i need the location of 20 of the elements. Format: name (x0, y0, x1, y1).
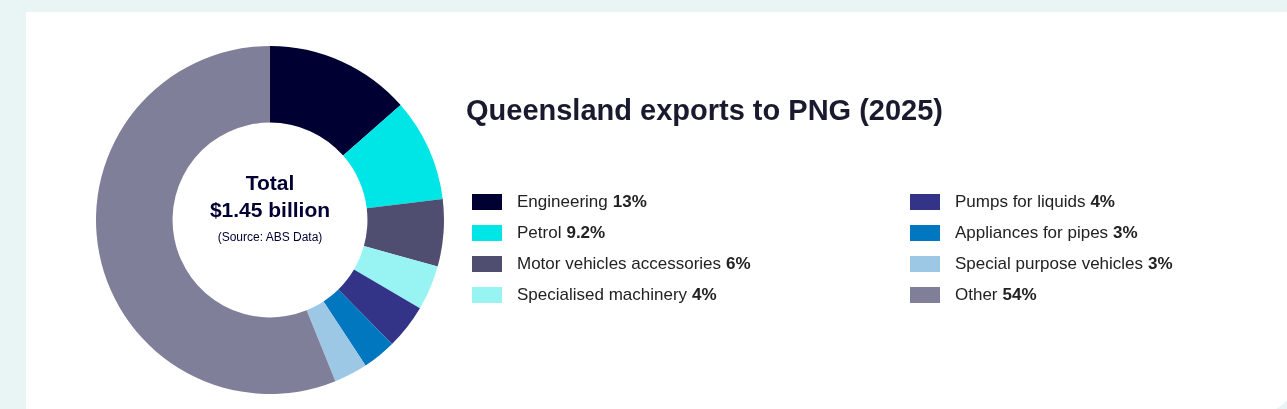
legend-label: Motor vehicles accessories (517, 253, 722, 274)
text: Queensland exports to PNG (2025) (466, 94, 944, 127)
data-label: 4% (1090, 191, 1115, 212)
legend-label: Specialised machinery (517, 284, 688, 305)
data-label: 3% (1148, 253, 1173, 274)
legend-label: Pumps for liquids (955, 191, 1086, 212)
text: Total (244, 170, 296, 196)
text: (Source: ABS Data) (216, 230, 324, 244)
legend-label: Special purpose vehicles (955, 253, 1144, 274)
legend-label: Appliances for pipes (955, 222, 1109, 243)
legend-label: Engineering (517, 191, 608, 212)
data-label: 4% (692, 284, 717, 305)
text: $1.45 billion (208, 197, 332, 223)
data-label: 13% (612, 191, 647, 212)
legend-label: Petrol (517, 222, 562, 243)
data-label: 3% (1113, 222, 1138, 243)
legend-label: Other (955, 284, 998, 305)
data-label: 6% (726, 253, 751, 274)
data-label: 54% (1002, 284, 1037, 305)
data-label: 9.2% (566, 222, 606, 243)
